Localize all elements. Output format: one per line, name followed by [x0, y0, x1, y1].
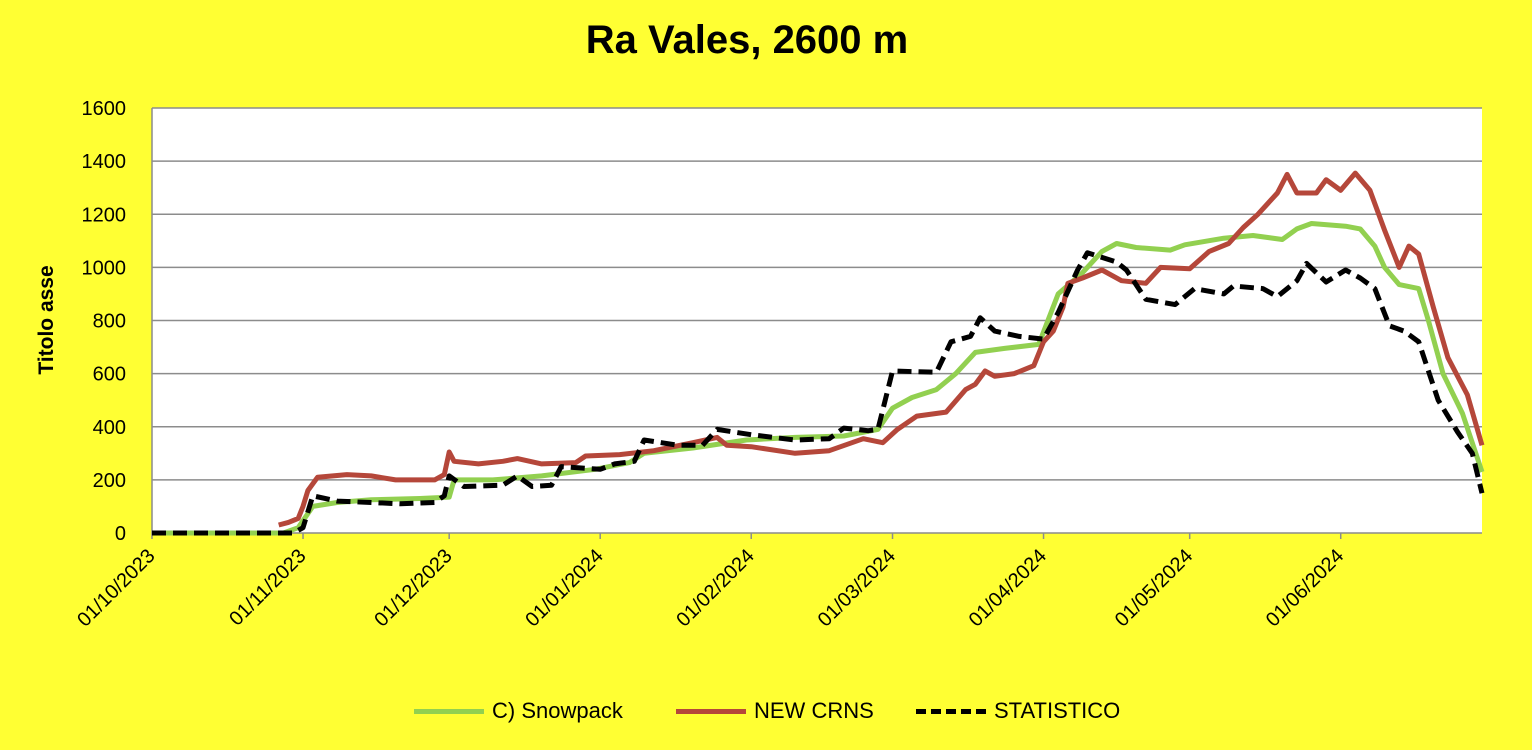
y-tick-label: 0	[115, 523, 126, 545]
legend-item-statistico: STATISTICO	[916, 694, 1120, 728]
series-line-2	[152, 250, 1485, 536]
x-tick-label: 01/03/2024	[814, 545, 900, 631]
y-tick-label: 800	[93, 311, 126, 333]
x-tick-label: 01/01/2024	[521, 545, 607, 631]
x-tick-label: 01/02/2024	[672, 545, 758, 631]
x-axis-ticks: 01/10/2023 01/11/2023 01/12/2023 01/01/2024…	[73, 533, 1348, 631]
legend-item-snowpack: C) Snowpack	[414, 694, 623, 728]
y-axis-ticks: 0 200 400 600 800 1000 1200 1400 1600	[82, 98, 127, 545]
y-tick-label: 1200	[82, 204, 127, 226]
series-line-1	[278, 170, 1485, 528]
series-lines	[152, 170, 1485, 536]
y-tick-label: 400	[93, 417, 126, 439]
y-tick-label: 1000	[82, 257, 127, 279]
x-tick-label: 01/11/2023	[225, 545, 310, 630]
legend-swatch-new-crns	[676, 708, 746, 714]
x-tick-label: 01/12/2023	[370, 545, 456, 631]
y-tick-label: 600	[93, 364, 126, 386]
x-tick-label: 01/05/2024	[1111, 545, 1197, 631]
x-tick-label: 01/10/2023	[73, 545, 159, 631]
y-tick-label: 200	[93, 470, 126, 492]
legend-item-new-crns: NEW CRNS	[676, 694, 874, 728]
legend-swatch-statistico	[916, 708, 986, 714]
series-line-0	[152, 221, 1485, 536]
x-tick-label: 01/04/2024	[965, 545, 1051, 631]
y-tick-label: 1600	[82, 98, 127, 120]
chart-title: Ra Vales, 2600 m	[585, 18, 909, 62]
y-tick-label: 1400	[82, 151, 127, 173]
legend-swatch-snowpack	[414, 708, 484, 714]
legend-label-new-crns: NEW CRNS	[754, 698, 874, 723]
legend-label-statistico: STATISTICO	[994, 698, 1121, 723]
y-axis-title: Titolo asse	[35, 265, 58, 374]
legend-label-snowpack: C) Snowpack	[492, 698, 623, 723]
legend: C) Snowpack NEW CRNS STATISTICO	[0, 694, 1532, 728]
x-tick-label: 01/06/2024	[1262, 545, 1348, 631]
